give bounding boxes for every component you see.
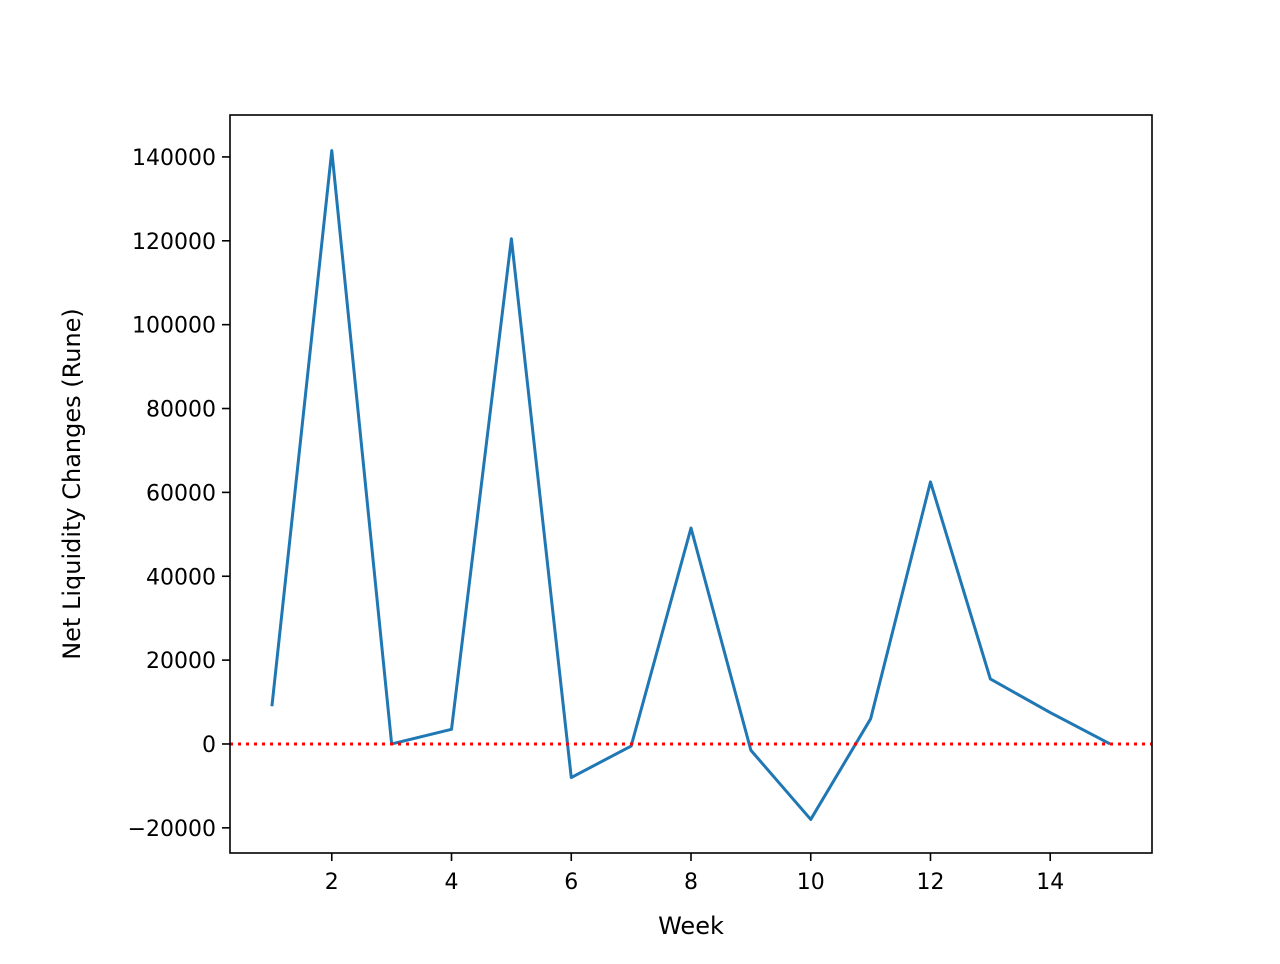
x-tick-label: 12 bbox=[916, 870, 944, 895]
x-axis-label: Week bbox=[658, 912, 724, 940]
series-line-0 bbox=[270, 149, 1111, 821]
x-tick-label: 8 bbox=[684, 870, 698, 895]
y-tick-label: 20000 bbox=[146, 649, 216, 674]
y-tick-label: 120000 bbox=[132, 230, 216, 255]
y-tick-label: 80000 bbox=[146, 398, 216, 423]
x-tick-label: 6 bbox=[564, 870, 578, 895]
plot-frame bbox=[229, 114, 1153, 854]
x-tick-label: 10 bbox=[797, 870, 825, 895]
y-tick-label: 0 bbox=[202, 733, 216, 758]
axes: 2 4 6 8 10 12 14 −20000 0 20000 40000 60000 80000 100… bbox=[128, 114, 1153, 895]
y-axis-label: Net Liquidity Changes (Rune) bbox=[58, 308, 86, 660]
x-tick-label: 4 bbox=[445, 870, 459, 895]
y-tick-label: 40000 bbox=[146, 565, 216, 590]
plot-area bbox=[230, 149, 1152, 821]
y-tick-label: 140000 bbox=[132, 146, 216, 171]
y-tick-label: −20000 bbox=[128, 817, 216, 842]
y-tick-label: 100000 bbox=[132, 314, 216, 339]
y-tick-label: 60000 bbox=[146, 481, 216, 506]
x-tick-label: 2 bbox=[325, 870, 339, 895]
x-tick-label: 14 bbox=[1036, 870, 1064, 895]
